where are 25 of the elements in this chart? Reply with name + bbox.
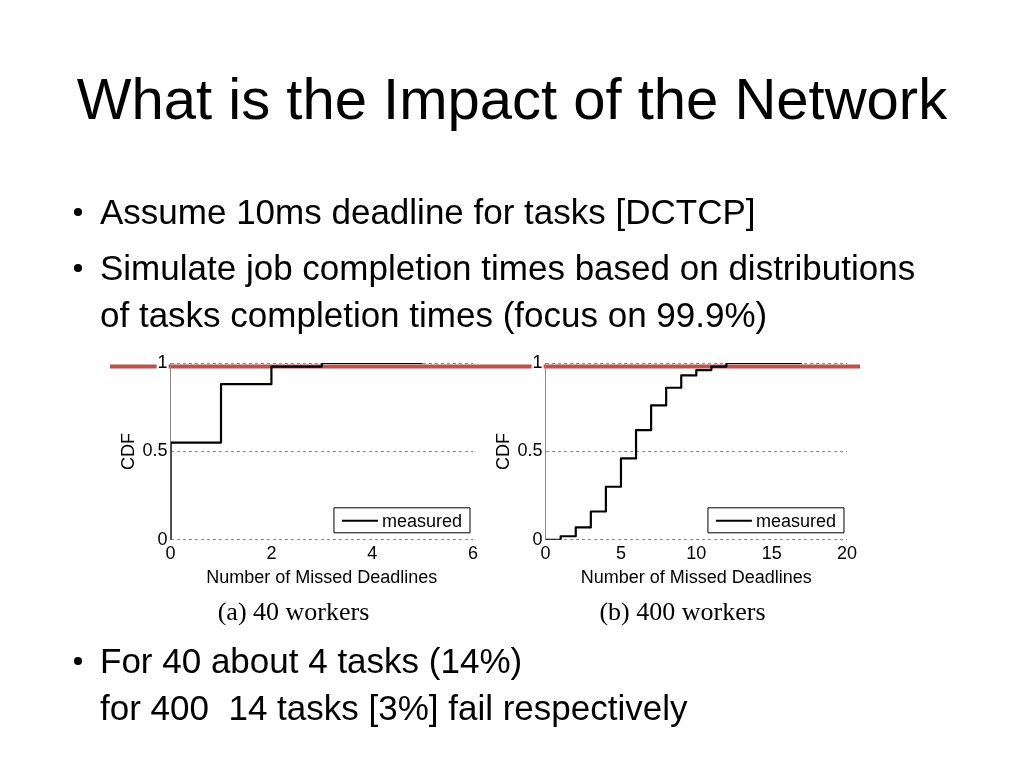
legend-label: measured — [755, 510, 836, 531]
y-axis-title: CDF — [492, 432, 513, 470]
y-axis-title: CDF — [117, 432, 138, 470]
x-tick-label: 6 — [467, 542, 479, 563]
y-tick-label: 0.5 — [142, 440, 168, 461]
y-tick-label: 0 — [157, 528, 168, 549]
text: Assume 10ms deadline for tasks [DCTCP] — [100, 191, 757, 233]
text: Simulate job completion times based on distributions of tasks completion times (focus on 99.9%) — [100, 247, 917, 336]
x-axis-title: Number of Missed Deadlines — [206, 567, 438, 588]
x-tick-label: 4 — [367, 542, 378, 563]
x-tick-label: 20 — [836, 542, 857, 563]
text: (b) 400 workers — [598, 597, 767, 626]
x-axis-title: Number of Missed Deadlines — [580, 567, 812, 588]
y-tick-label: 0 — [532, 528, 543, 549]
y-tick-label: 1 — [532, 351, 543, 372]
text: What is the Impact of the Network — [75, 65, 949, 132]
x-tick-label: 5 — [615, 542, 626, 563]
y-tick-label: 1 — [157, 351, 168, 372]
x-tick-label: 10 — [686, 542, 707, 563]
y-tick-label: 0.5 — [517, 440, 543, 461]
text: For 40 about 4 tasks (14%) for 400 14 tasks [3%] fail respectively — [100, 640, 689, 729]
x-tick-label: 2 — [266, 542, 277, 563]
legend-label: measured — [381, 510, 462, 531]
x-tick-label: 15 — [761, 542, 782, 563]
text: (a) 40 workers — [216, 597, 371, 626]
